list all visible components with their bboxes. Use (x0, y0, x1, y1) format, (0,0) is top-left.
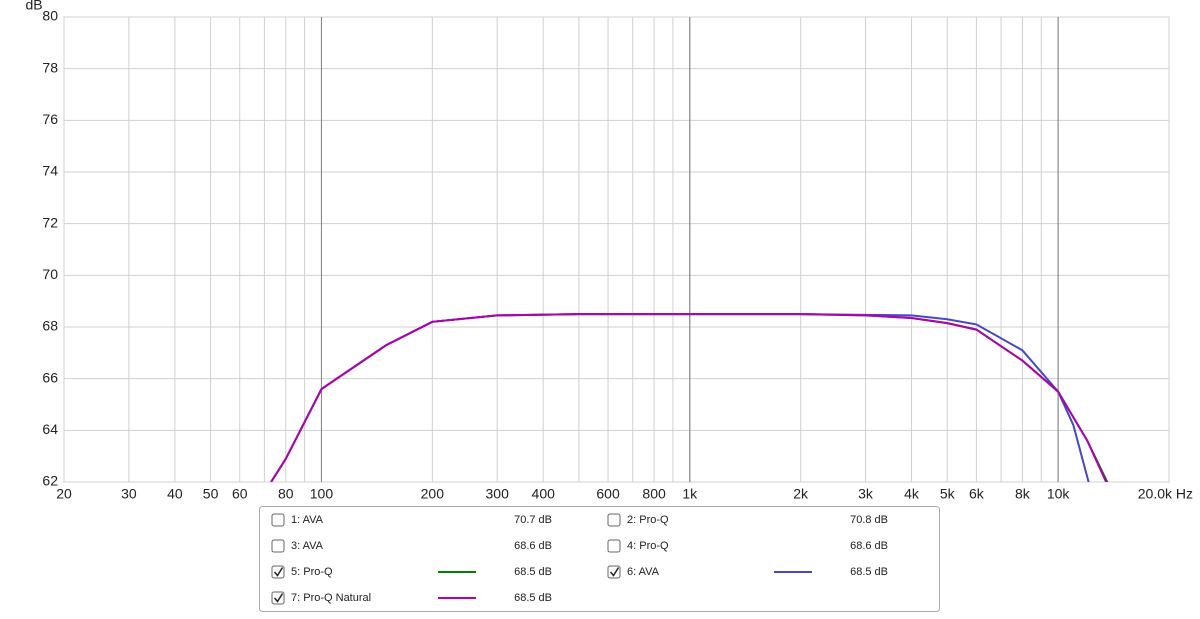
legend-label: 7: Pro-Q Natural (291, 592, 371, 604)
y-tick-label: 80 (42, 8, 58, 24)
x-tick-label: 5k (940, 486, 956, 502)
legend-level: 68.5 dB (514, 566, 552, 578)
x-tick-label: 10k (1047, 486, 1071, 502)
x-tick-label: 50 (203, 486, 219, 502)
x-tick-label: 60 (232, 486, 248, 502)
x-tick-label: 400 (532, 486, 556, 502)
legend-label: 3: AVA (291, 540, 324, 552)
x-tick-label: 30 (121, 486, 137, 502)
y-tick-label: 74 (42, 163, 58, 179)
x-tick-label: 4k (904, 486, 920, 502)
x-tick-label: 3k (858, 486, 874, 502)
checkbox[interactable] (271, 513, 285, 527)
legend-level: 68.6 dB (850, 540, 888, 552)
x-tick-label: 80 (278, 486, 294, 502)
legend-label: 4: Pro-Q (627, 540, 669, 552)
x-tick-label: 300 (486, 486, 510, 502)
y-tick-label: 70 (42, 266, 58, 282)
x-tick-label: 600 (596, 486, 620, 502)
legend (259, 506, 940, 612)
plot-area (63, 16, 1170, 483)
y-tick-label: 66 (42, 369, 58, 385)
y-tick-label: 78 (42, 59, 58, 75)
legend-label: 6: AVA (627, 566, 660, 578)
legend-label: 1: AVA (291, 514, 324, 526)
x-tick-label: 20.0k Hz (1138, 486, 1193, 502)
check-mark (273, 567, 284, 577)
checkbox[interactable] (607, 539, 621, 553)
legend-level: 68.6 dB (514, 540, 552, 552)
legend-level: 70.8 dB (850, 514, 888, 526)
legend-level: 68.5 dB (514, 592, 552, 604)
legend-label: 5: Pro-Q (291, 566, 333, 578)
x-tick-label: 200 (421, 486, 445, 502)
y-tick-label: 62 (42, 473, 58, 489)
x-tick-label: 6k (969, 486, 985, 502)
legend-level: 70.7 dB (514, 514, 552, 526)
legend-label: 2: Pro-Q (627, 514, 669, 526)
y-tick-label: 72 (42, 214, 58, 230)
y-tick-label: 68 (42, 318, 58, 334)
y-axis-label: dB (25, 0, 42, 13)
x-tick-label: 100 (310, 486, 334, 502)
x-tick-label: 800 (642, 486, 666, 502)
x-tick-label: 1k (682, 486, 698, 502)
curve (270, 313, 1108, 482)
check-mark (273, 593, 284, 603)
check-mark (609, 567, 620, 577)
y-tick-label: 64 (42, 421, 58, 437)
y-tick-label: 76 (42, 111, 58, 127)
x-tick-label: 2k (793, 486, 809, 502)
x-tick-label: 20 (56, 486, 72, 502)
x-tick-label: 8k (1015, 486, 1031, 502)
legend-level: 68.5 dB (850, 566, 888, 578)
checkbox[interactable] (607, 513, 621, 527)
checkbox[interactable] (271, 539, 285, 553)
x-tick-label: 40 (167, 486, 183, 502)
